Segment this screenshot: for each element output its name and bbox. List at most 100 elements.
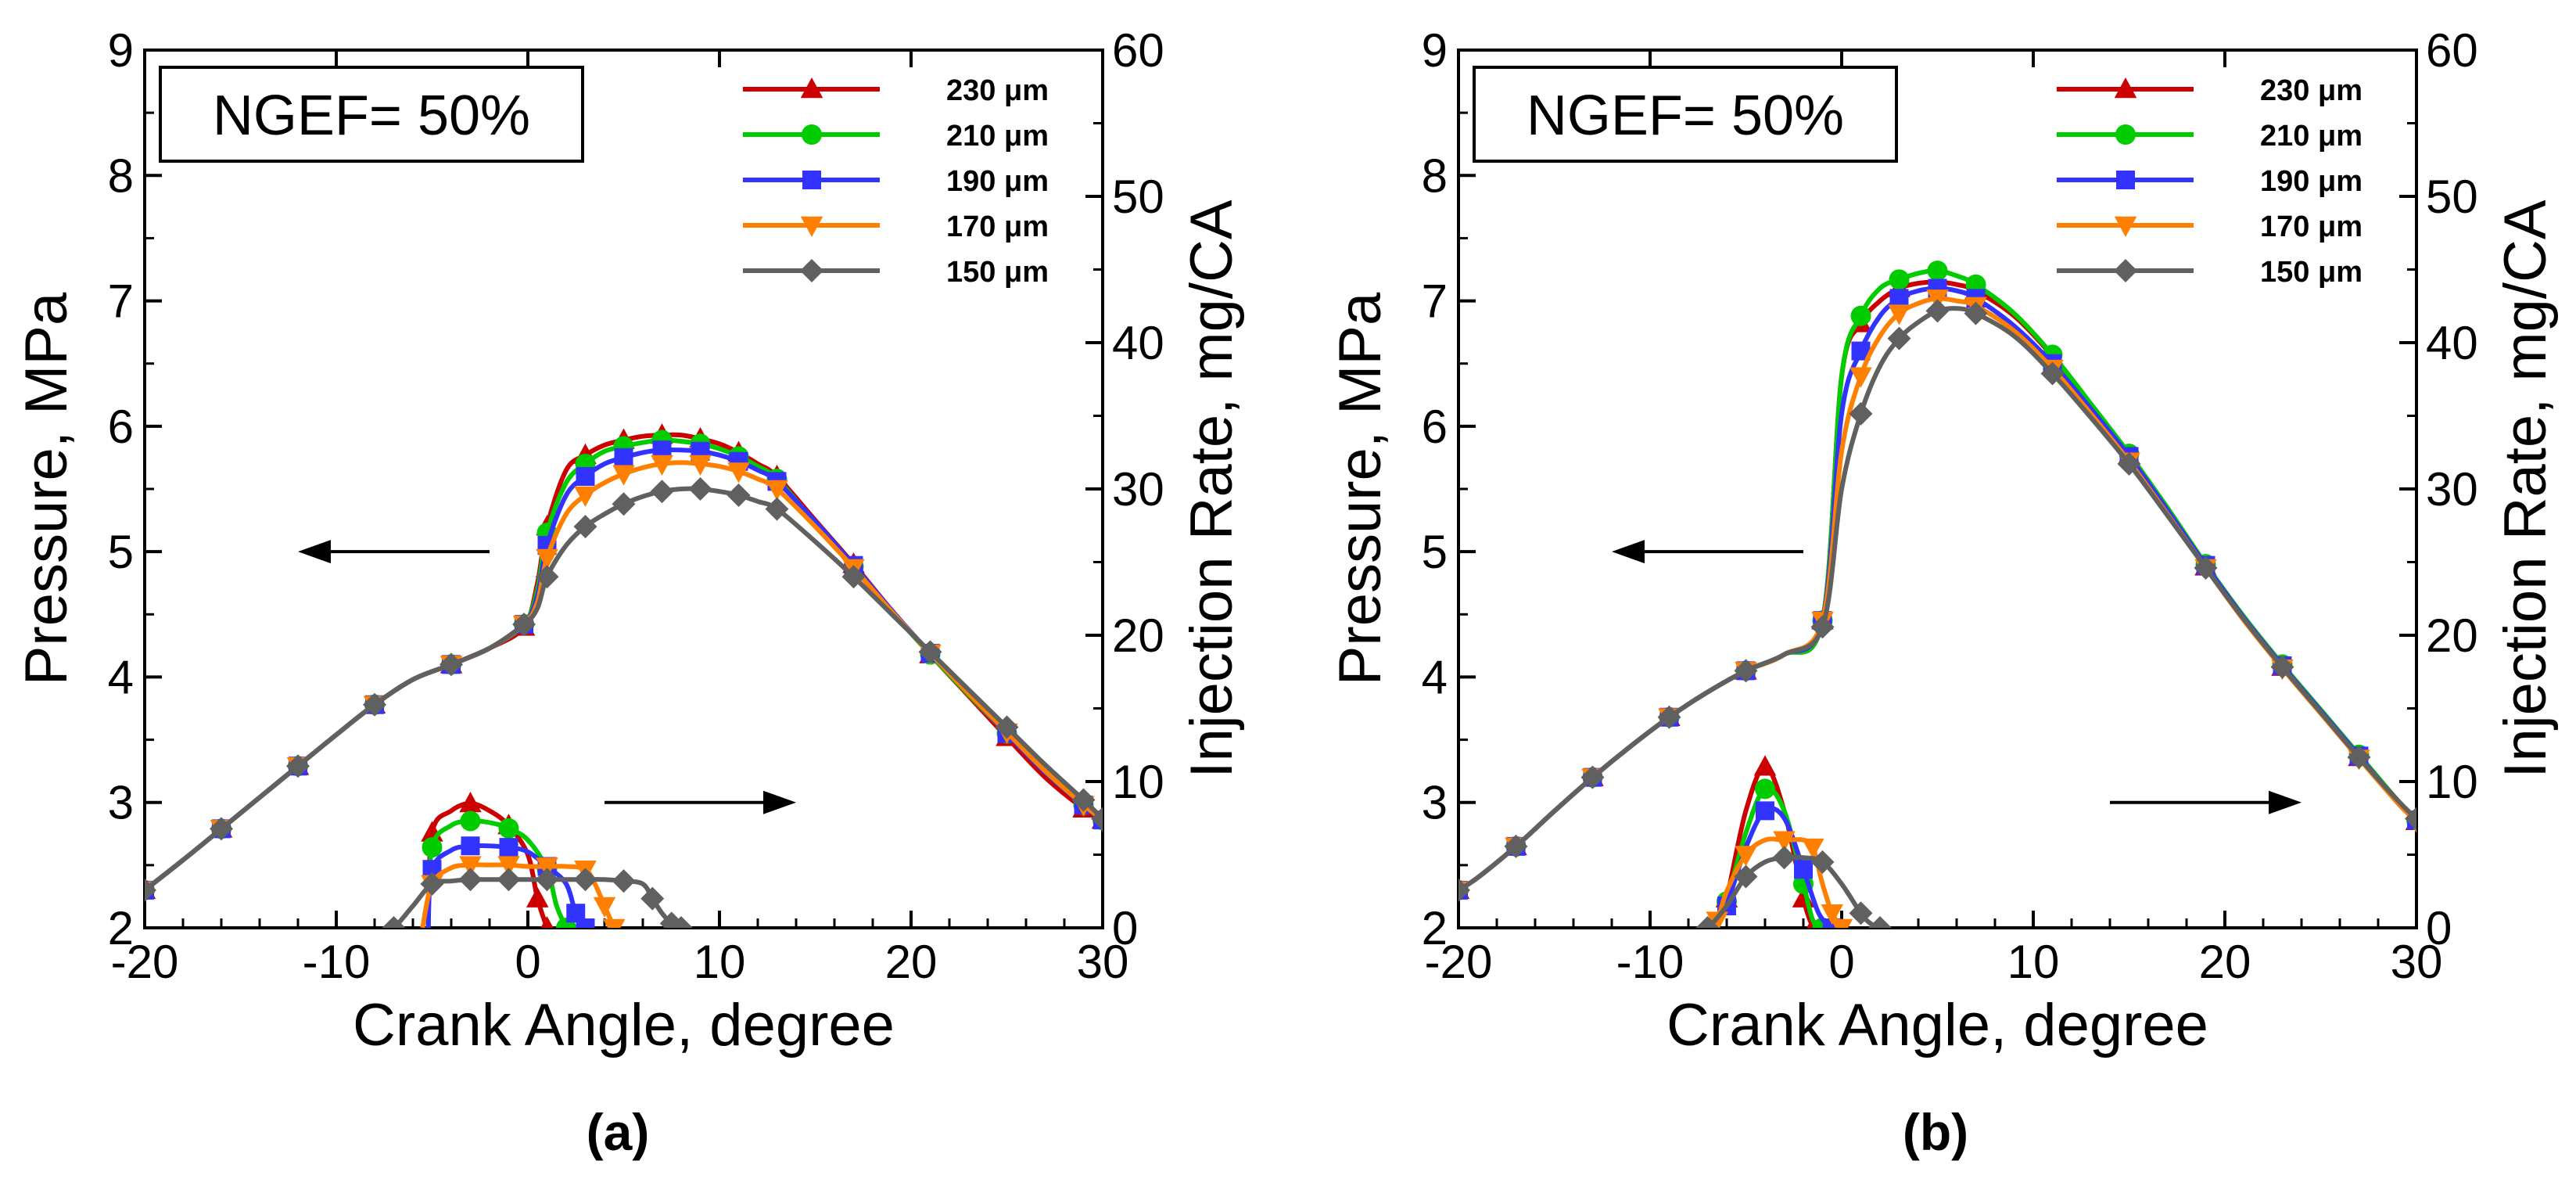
x-tick-label: 0 xyxy=(1828,936,1854,988)
injection-marker xyxy=(1756,801,1774,821)
injection-marker xyxy=(526,886,549,907)
pressure-marker xyxy=(1458,878,1470,902)
injection-marker xyxy=(576,918,595,928)
injection-marker xyxy=(498,818,519,839)
annotation-box xyxy=(1473,66,1898,163)
pressure-marker xyxy=(1657,705,1681,729)
series-150m xyxy=(145,477,1103,928)
y-left-tick-label: 6 xyxy=(108,401,134,453)
y-left-tick-label: 7 xyxy=(108,275,134,328)
injection-marker xyxy=(1794,860,1813,879)
y-right-axis-title: Injection Rate, mg/CA xyxy=(2492,199,2559,778)
injection-marker xyxy=(1868,916,1892,928)
legend-label: 170 μm xyxy=(946,210,1049,243)
x-tick-label: -20 xyxy=(111,936,179,988)
y-right-tick-label: 10 xyxy=(2426,756,2478,808)
injection-marker xyxy=(1810,850,1835,874)
injection-marker xyxy=(459,856,482,877)
y-left-tick-label: 3 xyxy=(1422,777,1448,829)
pressure-marker xyxy=(651,455,673,476)
legend-label: 190 μm xyxy=(946,165,1049,198)
injection-marker xyxy=(1821,904,1843,925)
pressure-marker xyxy=(1504,834,1528,858)
injection-line xyxy=(420,862,617,928)
series-190m xyxy=(1458,279,2416,928)
injection-marker xyxy=(497,856,520,877)
annotation-text: NGEF= 50% xyxy=(1527,84,1844,147)
pressure-marker xyxy=(1580,765,1605,789)
pressure-marker xyxy=(1734,659,1758,683)
pressure-line xyxy=(145,460,1103,893)
y-right-tick-label: 40 xyxy=(2426,317,2478,369)
y-left-tick-label: 7 xyxy=(1422,275,1448,328)
injection-marker xyxy=(1695,916,1720,928)
arrow-head xyxy=(298,540,331,564)
y-left-tick-label: 4 xyxy=(108,651,134,703)
injection-marker xyxy=(461,836,480,856)
pressure-marker xyxy=(2194,555,2218,580)
panel-b: -20 -10 0 10 20 30 2 3 4 5 6 7 8 9 0 10 20 30 40 50 60 Crank … xyxy=(1327,24,2559,1161)
legend-marker xyxy=(2115,124,2136,145)
legend-label: 170 μm xyxy=(2260,210,2363,243)
series-170m xyxy=(1458,289,2416,928)
injection-marker xyxy=(1753,755,1777,776)
x-tick-label: 30 xyxy=(2391,936,2443,988)
injection-marker xyxy=(1734,864,1758,889)
y-left-tick-label: 2 xyxy=(1422,902,1448,954)
pressure-marker xyxy=(1850,305,1871,326)
injection-marker xyxy=(499,838,518,857)
injection-marker xyxy=(1772,846,1796,870)
injection-marker xyxy=(573,868,597,892)
y-left-tick-label: 8 xyxy=(1422,149,1448,202)
annotation-box xyxy=(159,66,584,163)
y-right-tick-label: 50 xyxy=(2426,171,2478,223)
injection-marker xyxy=(593,897,616,918)
injection-marker xyxy=(1830,918,1853,928)
x-tick-label: 20 xyxy=(2199,936,2251,988)
x-tick-label: -10 xyxy=(1616,936,1684,988)
pressure-marker xyxy=(765,497,789,521)
x-tick-label: 10 xyxy=(694,936,746,988)
y-left-tick-label: 5 xyxy=(108,526,134,578)
legend-marker xyxy=(2114,259,2137,282)
x-tick-label: 20 xyxy=(885,936,938,988)
x-tick-label: -10 xyxy=(303,936,371,988)
y-right-tick-label: 0 xyxy=(2426,902,2452,954)
plot-data xyxy=(1458,261,2416,928)
pressure-line xyxy=(1458,306,2416,893)
pressure-marker xyxy=(2117,451,2141,476)
annotation-text: NGEF= 50% xyxy=(213,84,530,147)
legend-label: 190 μm xyxy=(2260,165,2363,198)
series-150m xyxy=(1458,299,2416,928)
pressure-marker xyxy=(1927,261,1948,282)
pressure-marker xyxy=(612,465,635,486)
injection-marker xyxy=(540,916,554,928)
y-right-tick-label: 40 xyxy=(1112,317,1164,369)
pressure-marker xyxy=(841,565,866,589)
pressure-marker xyxy=(573,515,597,539)
pressure-marker xyxy=(614,447,633,467)
injection-marker xyxy=(566,904,586,923)
panel-label: (b) xyxy=(1903,1103,1968,1161)
pressure-marker xyxy=(1810,615,1835,639)
injection-marker xyxy=(669,916,693,928)
injection-marker xyxy=(1755,778,1775,800)
injection-marker xyxy=(1849,901,1873,925)
pressure-marker xyxy=(652,440,672,460)
panel-a: -20 -10 0 10 20 30 2 3 4 5 6 7 8 9 0 10 20 30 40 50 60 Crank … xyxy=(13,24,1245,1161)
injection-marker xyxy=(460,810,481,832)
pressure-marker xyxy=(1964,301,1988,325)
pressure-marker xyxy=(1889,289,1909,308)
pressure-marker xyxy=(1849,401,1873,426)
pressure-marker xyxy=(1889,269,1910,290)
injection-marker xyxy=(603,918,626,928)
pressure-marker xyxy=(439,652,463,677)
series-230m xyxy=(1458,270,2416,928)
y-right-tick-label: 20 xyxy=(1112,609,1164,662)
y-right-tick-label: 0 xyxy=(1112,902,1138,954)
x-tick-label: 0 xyxy=(515,936,540,988)
injection-marker xyxy=(420,872,444,896)
y-right-tick-label: 60 xyxy=(1112,24,1164,77)
y-left-axis-title: Pressure, MPa xyxy=(13,292,80,685)
series-210m xyxy=(1458,261,2416,928)
